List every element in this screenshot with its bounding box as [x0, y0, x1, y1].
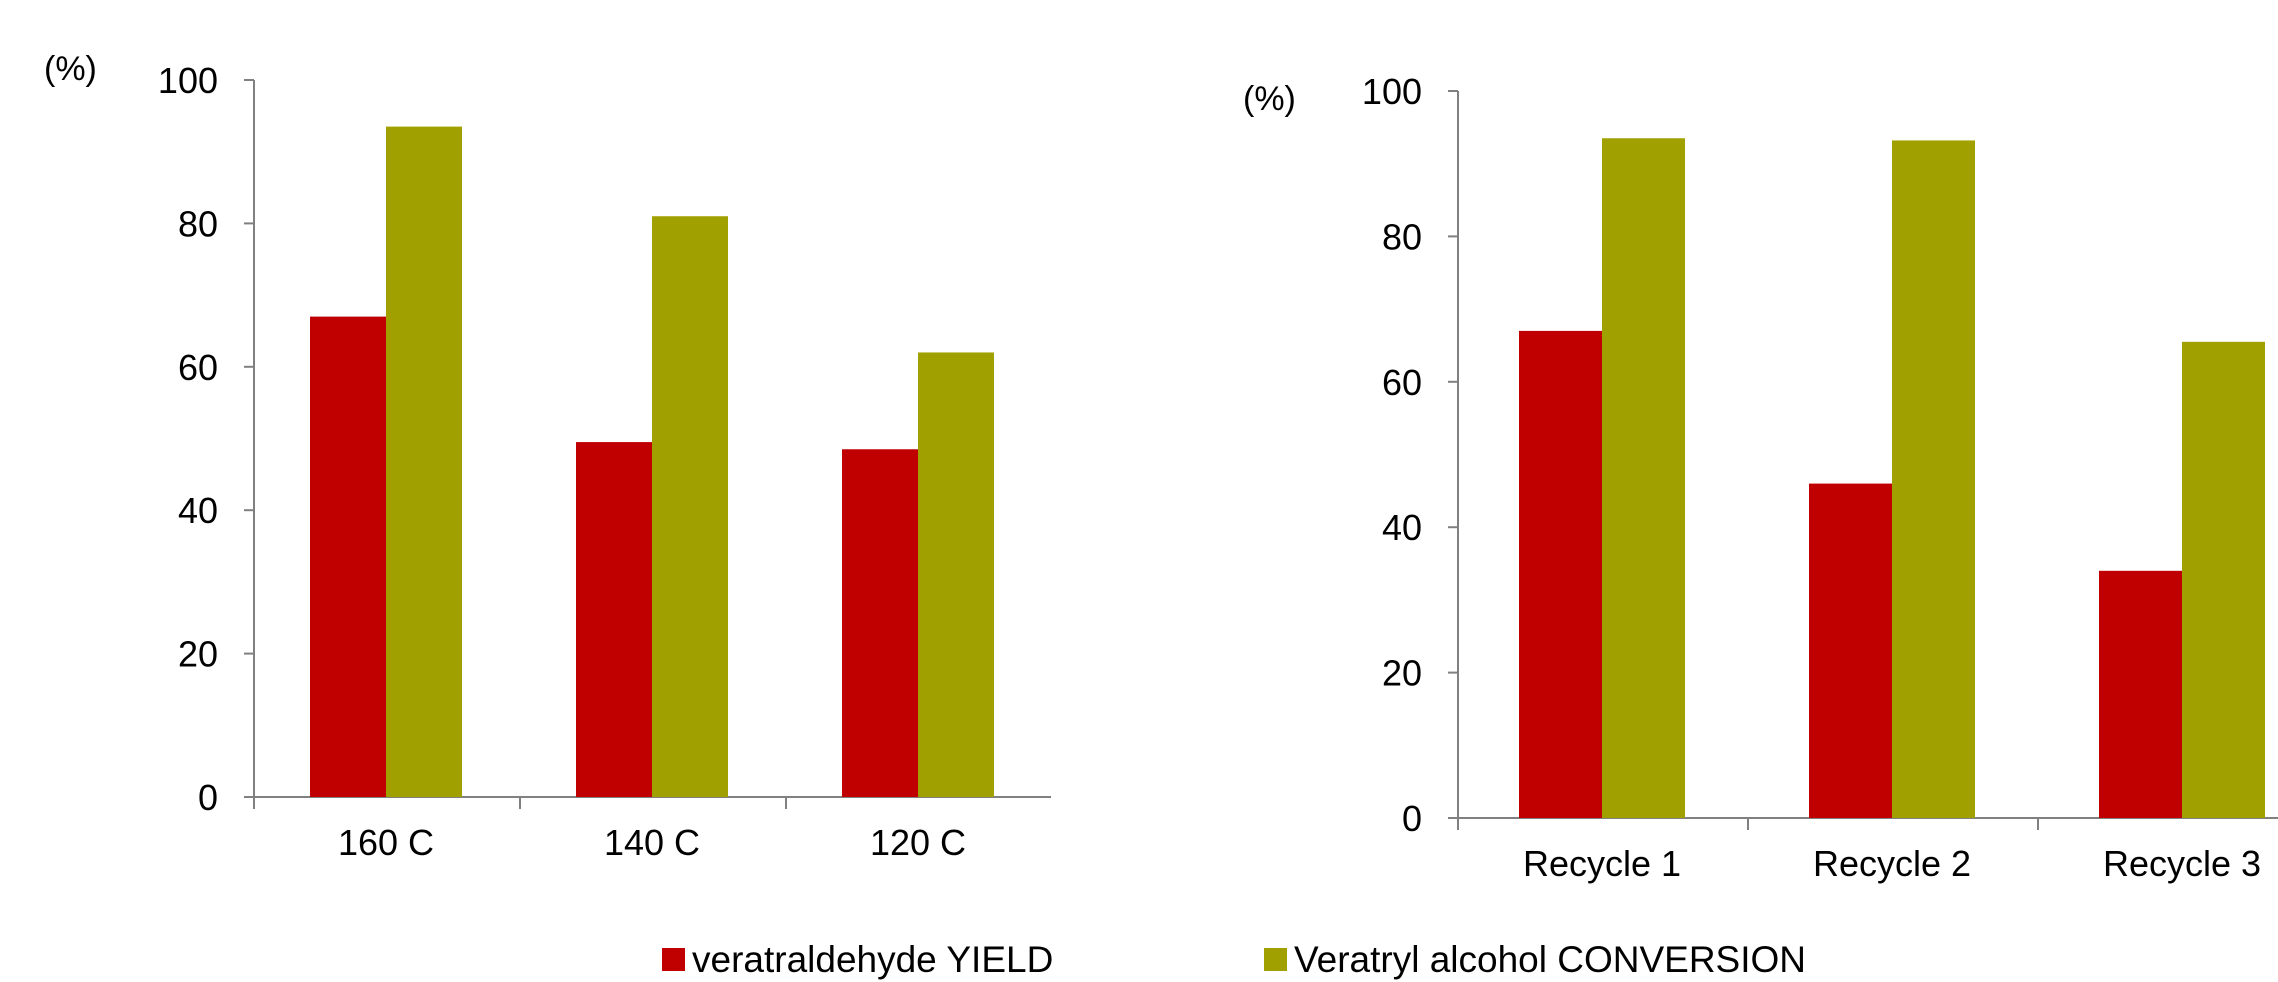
y-tick-label: 20	[178, 634, 218, 675]
bar-conversion-1	[1602, 138, 1685, 818]
bar-yield-3	[2099, 570, 2182, 818]
y-tick-label: 40	[178, 490, 218, 531]
bar-conversion-2	[652, 216, 728, 798]
y-tick-label: 80	[178, 203, 218, 244]
bar-conversion-3	[918, 352, 994, 797]
x-category-label: 140 C	[604, 822, 700, 863]
bar-yield-1	[310, 316, 386, 797]
x-category-label: 160 C	[338, 822, 434, 863]
x-category-label: Recycle 2	[1813, 843, 1971, 884]
bar-yield-2	[1809, 483, 1892, 818]
chart-left: (%) 0 20 40 60 80 100 160 C 140 C 120 C	[44, 50, 1051, 863]
bar-conversion-2	[1892, 140, 1975, 818]
y-tick-label: 60	[178, 347, 218, 388]
chart-right: (%) 0 20 40 60 80 100 Recycle 1 Recycle 2 Recycle…	[1243, 71, 2278, 884]
y-tick-label: 0	[1402, 798, 1422, 839]
y-tick-label: 40	[1382, 507, 1422, 548]
y-tick-label: 60	[1382, 362, 1422, 403]
bar-conversion-1	[386, 126, 462, 798]
bar-yield-2	[576, 442, 652, 797]
legend: veratraldehyde YIELD Veratryl alcohol CO…	[662, 939, 1806, 980]
y-tick-label: 20	[1382, 653, 1422, 694]
y-unit-label: (%)	[1243, 80, 1296, 118]
legend-label-yield: veratraldehyde YIELD	[692, 939, 1053, 980]
y-tick-label: 100	[158, 60, 218, 101]
legend-swatch-yield	[662, 948, 685, 971]
legend-label-conversion: Veratryl alcohol CONVERSION	[1294, 939, 1806, 980]
x-category-label: Recycle 1	[1523, 843, 1681, 884]
y-tick-label: 100	[1362, 71, 1422, 112]
bar-conversion-3	[2182, 341, 2265, 818]
legend-swatch-conversion	[1264, 948, 1287, 971]
x-category-label: 120 C	[870, 822, 966, 863]
y-tick-label: 80	[1382, 216, 1422, 257]
bar-yield-3	[842, 449, 918, 797]
y-unit-label: (%)	[44, 50, 97, 88]
y-tick-label: 0	[198, 777, 218, 818]
bar-yield-1	[1519, 330, 1602, 818]
x-category-label: Recycle 3	[2103, 843, 2261, 884]
